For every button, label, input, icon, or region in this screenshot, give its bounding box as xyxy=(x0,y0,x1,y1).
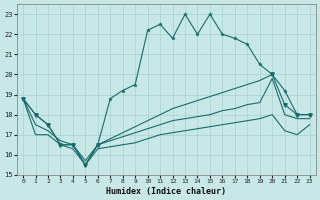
X-axis label: Humidex (Indice chaleur): Humidex (Indice chaleur) xyxy=(106,187,226,196)
